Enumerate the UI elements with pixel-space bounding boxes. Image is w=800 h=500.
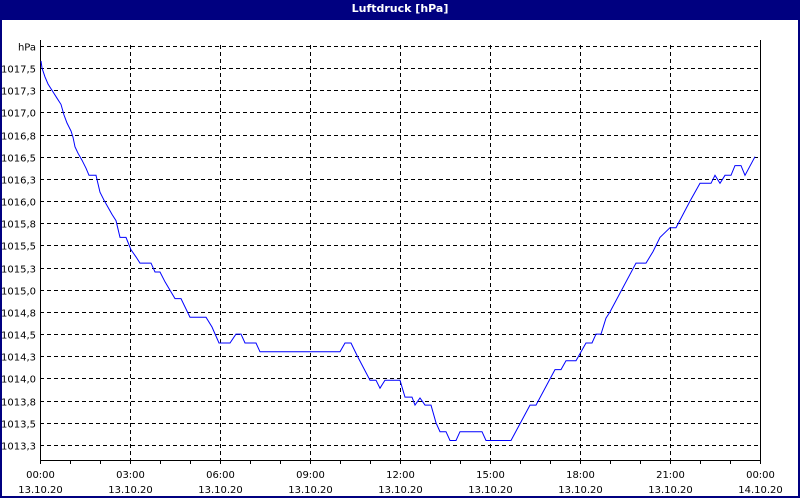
axes: [40, 40, 761, 464]
x-tick-date: 13.10.20: [558, 485, 603, 496]
y-tick-label: 1015,3: [1, 265, 36, 276]
x-tick-date: 14.10.20: [738, 485, 783, 496]
y-tick-label: 1015,0: [1, 287, 36, 298]
x-tick-date: 13.10.20: [288, 485, 333, 496]
x-tick-time: 18:00: [566, 470, 595, 481]
x-tick-time: 00:00: [26, 470, 55, 481]
x-axis-labels: 00:00 13.10.20 03:00 13.10.20 06:00 13.10.20 0…: [18, 470, 783, 496]
x-tick-time: 15:00: [476, 470, 505, 481]
x-tick-time: 00:00: [746, 470, 775, 481]
y-tick-label: 1017,3: [1, 87, 36, 98]
x-tick-time: 06:00: [206, 470, 235, 481]
y-tick-label: 1016,0: [1, 198, 36, 209]
x-tick-date: 13.10.20: [378, 485, 423, 496]
y-tick-label: 1014,8: [1, 309, 36, 320]
x-tick-date: 13.10.20: [108, 485, 153, 496]
y-tick-label: 1014,0: [1, 375, 36, 386]
x-tick-date: 13.10.20: [648, 485, 693, 496]
y-tick-label: 1016,8: [1, 132, 36, 143]
x-tick-time: 12:00: [386, 470, 415, 481]
x-tick-time: 09:00: [296, 470, 325, 481]
x-tick-date: 13.10.20: [468, 485, 513, 496]
y-tick-label: hPa: [18, 43, 36, 54]
y-tick-label: 1016,5: [1, 154, 36, 165]
y-tick-label: 1013,8: [1, 398, 36, 409]
x-tick-date: 13.10.20: [18, 485, 63, 496]
x-tick-time: 21:00: [656, 470, 685, 481]
y-tick-label: 1015,8: [1, 220, 36, 231]
y-tick-label: 1014,5: [1, 331, 36, 342]
y-tick-label: 1017,0: [1, 109, 36, 120]
y-axis-labels: hPa 1017,5 1017,3 1017,0 1016,8 1016,5 1016,3 1…: [1, 43, 36, 453]
series-line-pressure: [40, 60, 756, 441]
y-tick-label: 1013,5: [1, 420, 36, 431]
y-tick-label: 1014,3: [1, 353, 36, 364]
y-tick-label: 1013,3: [1, 442, 36, 453]
x-tick-date: 13.10.20: [198, 485, 243, 496]
x-tick-time: 03:00: [116, 470, 145, 481]
window-title: Luftdruck [hPa]: [0, 0, 800, 20]
y-tick-label: 1017,5: [1, 65, 36, 76]
grid: [40, 45, 760, 460]
y-tick-label: 1016,3: [1, 176, 36, 187]
y-tick-label: 1015,5: [1, 242, 36, 253]
